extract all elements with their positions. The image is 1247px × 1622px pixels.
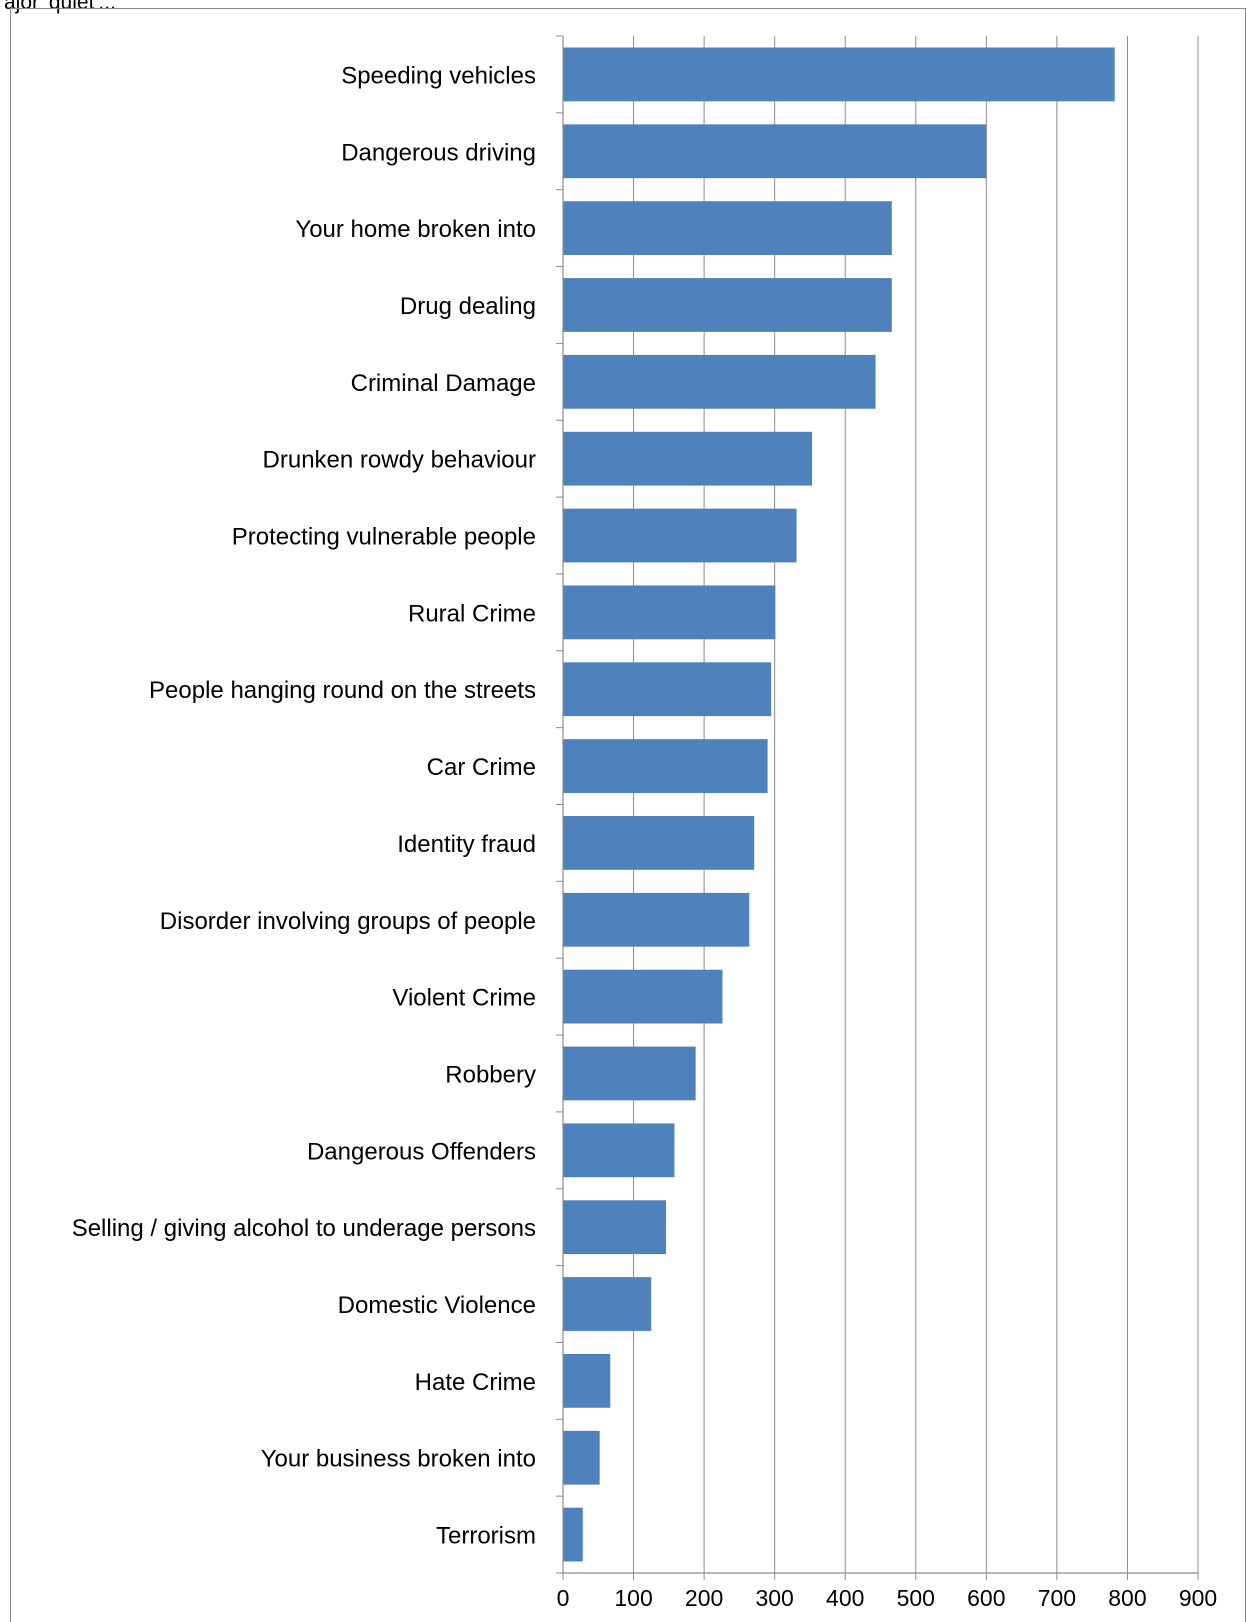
bar xyxy=(563,1430,600,1485)
category-label: Protecting vulnerable people xyxy=(232,524,536,551)
bar xyxy=(563,201,892,256)
x-tick-label: 900 xyxy=(1179,1585,1217,1611)
x-tick-label: 700 xyxy=(1038,1585,1076,1611)
bar xyxy=(563,739,768,793)
category-label: Car Crime xyxy=(427,754,536,781)
category-label: Your home broken into xyxy=(295,216,536,243)
x-tick-label: 100 xyxy=(614,1585,652,1611)
bars xyxy=(563,47,1115,1562)
x-tick-label: 800 xyxy=(1108,1585,1146,1611)
x-tick-labels: 0 100 200 300 400 500 600 700 800 900 xyxy=(557,1585,1218,1611)
bar xyxy=(563,47,1115,102)
category-label: Your business broken into xyxy=(261,1446,536,1473)
x-tick-label: 400 xyxy=(826,1585,864,1611)
chart-frame xyxy=(10,8,1246,1622)
gridlines xyxy=(633,36,1199,1573)
bar xyxy=(563,1046,696,1101)
bar xyxy=(563,1507,583,1562)
category-label: Terrorism xyxy=(436,1523,536,1550)
category-label: Robbery xyxy=(445,1061,536,1088)
bar xyxy=(563,1200,667,1255)
category-label: Drunken rowdy behaviour xyxy=(263,447,536,474)
x-tick-label: 500 xyxy=(897,1585,935,1611)
bar xyxy=(563,969,723,1024)
category-label: Criminal Damage xyxy=(351,370,536,397)
x-tick-label: 0 xyxy=(557,1585,570,1611)
bar xyxy=(563,1123,675,1178)
category-label: Violent Crime xyxy=(392,985,536,1012)
bar xyxy=(563,1277,652,1331)
category-label: Selling / giving alcohol to underage per… xyxy=(72,1215,536,1242)
bar xyxy=(563,585,776,640)
x-tick-label: 200 xyxy=(685,1585,723,1611)
bar xyxy=(563,662,772,717)
bar xyxy=(563,892,750,947)
category-label: Domestic Violence xyxy=(338,1292,536,1319)
bar xyxy=(563,278,892,332)
bar xyxy=(563,431,813,486)
bar xyxy=(563,1353,611,1408)
category-label: Hate Crime xyxy=(415,1369,536,1396)
x-tick-label: 300 xyxy=(755,1585,793,1611)
chart-caption-fragment: ajor 'quiet'... xyxy=(4,0,116,14)
category-label: Speeding vehicles xyxy=(341,62,536,89)
x-tick-label: 600 xyxy=(967,1585,1005,1611)
category-label: Disorder involving groups of people xyxy=(160,908,536,935)
category-label: Dangerous Offenders xyxy=(307,1138,536,1165)
axes xyxy=(556,35,1199,1580)
category-label: People hanging round on the streets xyxy=(149,677,536,704)
bar xyxy=(563,508,797,563)
category-label: Drug dealing xyxy=(400,293,536,320)
category-label: Identity fraud xyxy=(397,831,536,858)
bar xyxy=(563,354,876,409)
bar xyxy=(563,816,755,870)
category-labels: Speeding vehicles Dangerous driving Your h… xyxy=(72,62,536,1549)
category-label: Rural Crime xyxy=(408,600,536,627)
category-label: Dangerous driving xyxy=(341,139,536,166)
bar xyxy=(563,124,987,179)
